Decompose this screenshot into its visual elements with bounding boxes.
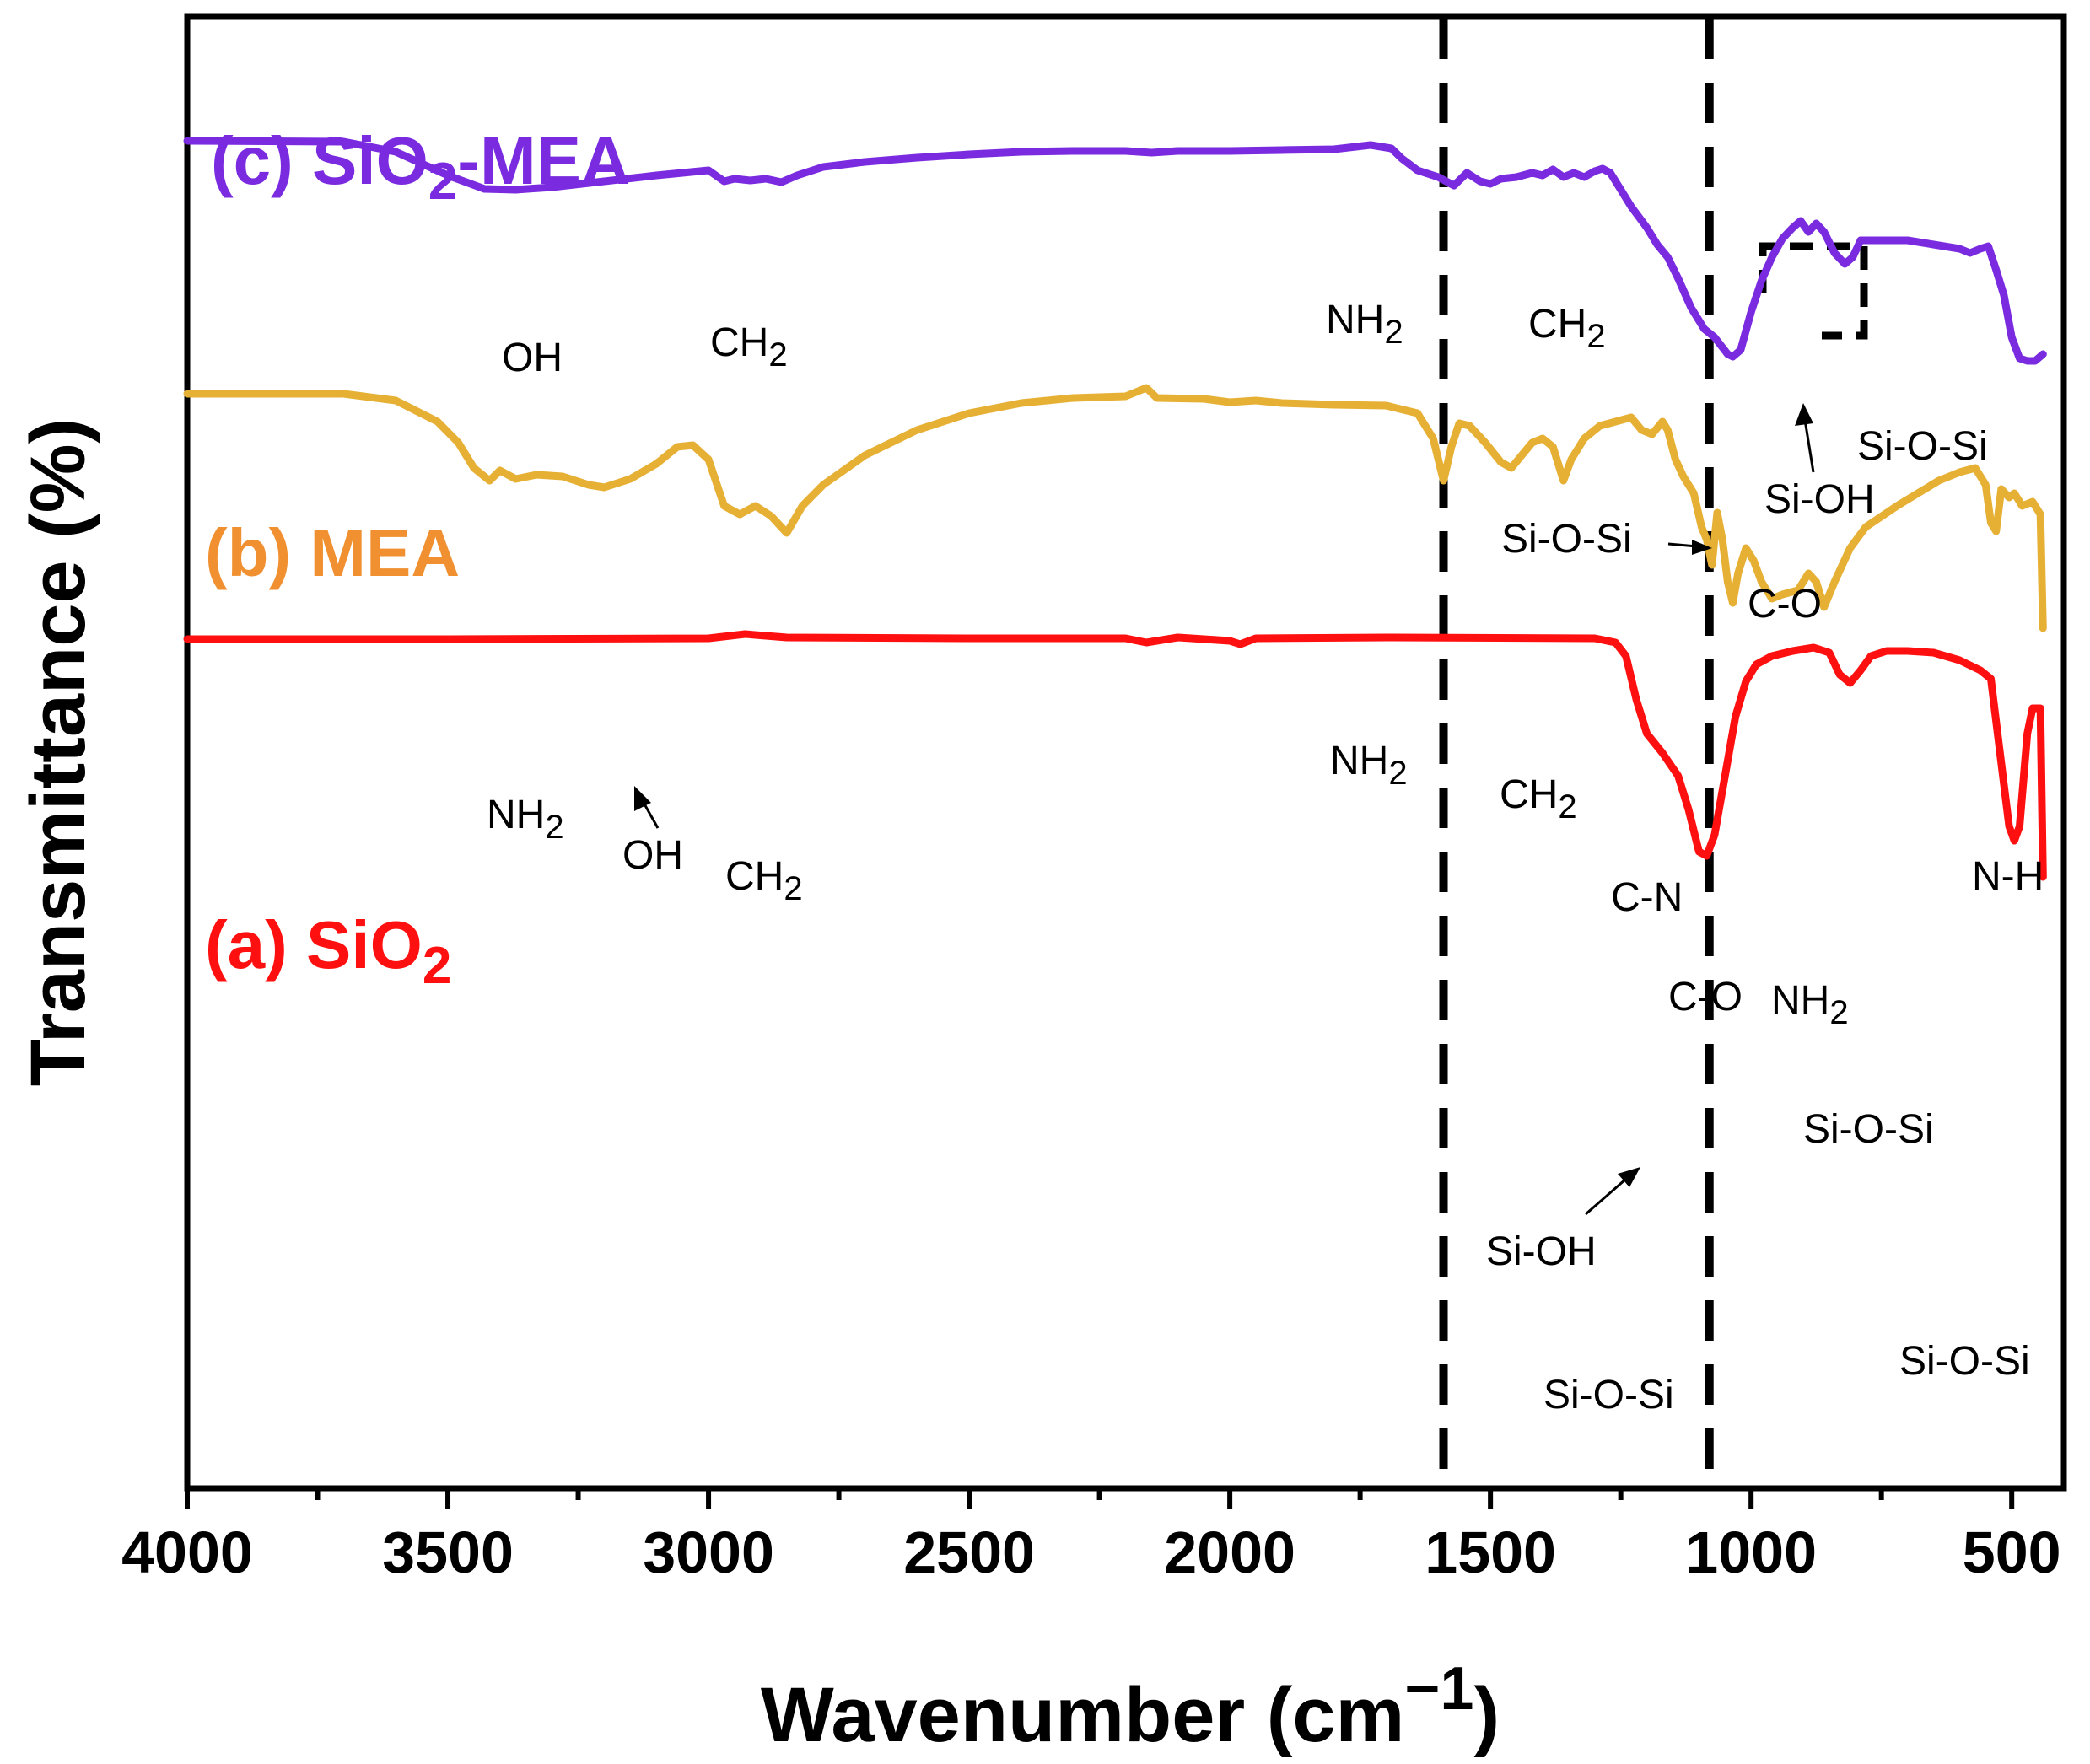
annotation: Si-O-Si xyxy=(1543,1373,1674,1417)
series-line-b xyxy=(183,384,2047,632)
annotation: N-H xyxy=(1972,854,2044,899)
arrow-head xyxy=(1618,1167,1640,1187)
series-label-c: (c) SiO2-MEA xyxy=(211,123,630,211)
reference-lines xyxy=(1439,19,1714,1487)
annotation-arrows xyxy=(634,403,1815,1216)
arrow-head xyxy=(634,786,651,811)
annotation: Si-O-Si xyxy=(1899,1339,2030,1384)
annotation: CH2 xyxy=(710,320,788,374)
series-lines xyxy=(183,137,2047,881)
annotation: Si-OH xyxy=(1764,477,1875,522)
highlight-box xyxy=(1759,242,1868,340)
annotation: Si-OH xyxy=(1486,1229,1597,1274)
arrow-head xyxy=(1692,540,1712,555)
x-tick-label: 4000 xyxy=(121,1519,253,1585)
x-tick-label: 1500 xyxy=(1425,1519,1556,1585)
x-tick-label: 500 xyxy=(1963,1519,2061,1585)
x-tick-label: 2500 xyxy=(903,1519,1035,1585)
series-line-c xyxy=(183,137,2047,365)
annotation: C-N xyxy=(1611,875,1683,920)
annotation: OH xyxy=(502,336,563,380)
annotation: NH2 xyxy=(1330,739,1408,792)
annotation: C-O xyxy=(1748,582,1822,627)
x-axis-title: Wavenumber (cm−1) xyxy=(761,1655,1500,1758)
x-tick-label: 1000 xyxy=(1685,1519,1817,1585)
series-label-b: (b) MEA xyxy=(205,515,460,590)
annotation: Si-O-Si xyxy=(1857,424,1988,469)
x-axis-ticks: 4000 3500 3000 2500 2000 1500 1000 500 xyxy=(121,1488,2061,1585)
annotation: NH2 xyxy=(487,793,564,846)
annotation: CH2 xyxy=(725,854,803,907)
annotation: NH2 xyxy=(1326,298,1403,351)
y-axis-title: Transmittance (%) xyxy=(15,418,101,1086)
annotation: NH2 xyxy=(1771,978,1849,1031)
series-line-a xyxy=(183,630,2047,881)
arrow-head xyxy=(1795,403,1813,426)
annotation: Si-O-Si xyxy=(1803,1107,1934,1152)
annotation: Si-O-Si xyxy=(1501,517,1632,562)
arrow-si-oh-c xyxy=(1803,419,1815,473)
annotation: CH2 xyxy=(1528,302,1606,355)
series-label-a: (a) SiO2 xyxy=(205,907,451,995)
annotation: OH xyxy=(622,833,683,878)
x-tick-label: 2000 xyxy=(1164,1519,1295,1585)
plot-frame xyxy=(184,13,2067,1492)
x-tick-label: 3000 xyxy=(643,1519,774,1585)
arrow-si-oh-a xyxy=(1585,1177,1627,1216)
annotation: C-O xyxy=(1668,975,1743,1019)
annotation: CH2 xyxy=(1500,772,1577,826)
x-tick-label: 3500 xyxy=(382,1519,514,1585)
